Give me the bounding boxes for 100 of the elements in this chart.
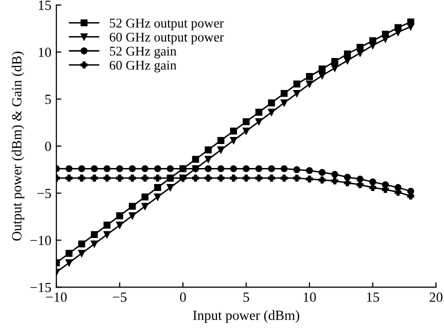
point (141, 165, 148, 172)
point (369, 42, 376, 49)
point (179, 165, 186, 172)
point (280, 174, 288, 182)
point (242, 128, 250, 135)
x-tick-label: 5 (244, 292, 250, 302)
point (255, 174, 262, 182)
point (192, 156, 200, 163)
point (268, 108, 275, 116)
point (306, 167, 313, 174)
point (78, 250, 86, 257)
point (128, 174, 136, 182)
y-tick-label: 0 (45, 142, 51, 152)
point (204, 174, 212, 182)
point (356, 181, 364, 188)
point (318, 66, 326, 72)
point (154, 184, 162, 191)
point (369, 184, 376, 191)
point (128, 165, 136, 172)
x-tick-label: 10 (304, 292, 316, 302)
point (306, 176, 313, 183)
point (255, 108, 262, 116)
point (356, 50, 364, 56)
point (242, 174, 250, 182)
point (78, 240, 86, 248)
x-axis-title: Input power (dBm) (193, 310, 300, 323)
point (90, 174, 98, 182)
point (104, 222, 110, 229)
point (66, 174, 73, 182)
point (230, 174, 238, 182)
point (116, 212, 124, 220)
point (104, 174, 110, 182)
point (166, 184, 174, 191)
point (90, 165, 98, 172)
point (204, 165, 212, 172)
point (217, 137, 224, 144)
point (268, 165, 275, 172)
point (331, 170, 338, 178)
point (230, 137, 238, 144)
point (280, 99, 288, 106)
point (217, 165, 224, 172)
point (242, 165, 250, 172)
point (204, 146, 212, 154)
point (90, 240, 98, 248)
point (128, 212, 136, 220)
point (331, 177, 338, 184)
point (394, 28, 402, 36)
point (306, 73, 313, 80)
point (104, 165, 110, 172)
x-tick-label: 20 (430, 292, 442, 302)
point (78, 165, 86, 172)
point (356, 176, 364, 183)
point (166, 165, 174, 172)
point (230, 165, 238, 172)
y-tick-label: −10 (30, 236, 51, 246)
point (318, 72, 326, 80)
point (242, 118, 250, 126)
y-axis-title: Output power (dBm) & Gain (dB) (12, 52, 24, 241)
x-tick-label: 0 (180, 292, 186, 302)
point (255, 165, 262, 172)
point (255, 118, 262, 126)
point (293, 90, 300, 97)
point (78, 174, 86, 182)
y-tick-label: 10 (38, 48, 51, 58)
point (104, 231, 110, 238)
point (66, 250, 73, 257)
y-tick-label: 15 (38, 0, 51, 10)
point (369, 178, 376, 186)
point (293, 166, 300, 174)
point (192, 165, 200, 172)
point (116, 222, 124, 229)
point (154, 174, 162, 182)
point (268, 174, 275, 182)
point (66, 165, 73, 172)
point (344, 57, 351, 64)
point (382, 35, 389, 42)
legend-label: 60 GHz output power (110, 32, 224, 44)
point (204, 156, 212, 163)
y-tick-label: 5 (45, 94, 51, 104)
legend-label: 52 GHz gain (110, 46, 176, 58)
y-tick-label: −15 (30, 282, 51, 292)
point (116, 174, 124, 182)
point (344, 174, 351, 181)
point (280, 165, 288, 172)
point (141, 193, 148, 200)
point (318, 168, 326, 176)
legend-label: 60 GHz gain (110, 60, 176, 72)
y-tick-label: −5 (37, 188, 51, 198)
point (293, 174, 300, 182)
point (154, 193, 162, 200)
point (66, 259, 73, 266)
point (141, 174, 148, 182)
legend-label: 52 GHz output power (110, 18, 224, 30)
point (344, 179, 351, 186)
point (306, 80, 313, 88)
point (331, 58, 338, 65)
x-tick-label: −5 (112, 292, 127, 302)
point (407, 23, 414, 30)
x-tick-label: 15 (367, 292, 380, 302)
point (192, 174, 200, 182)
